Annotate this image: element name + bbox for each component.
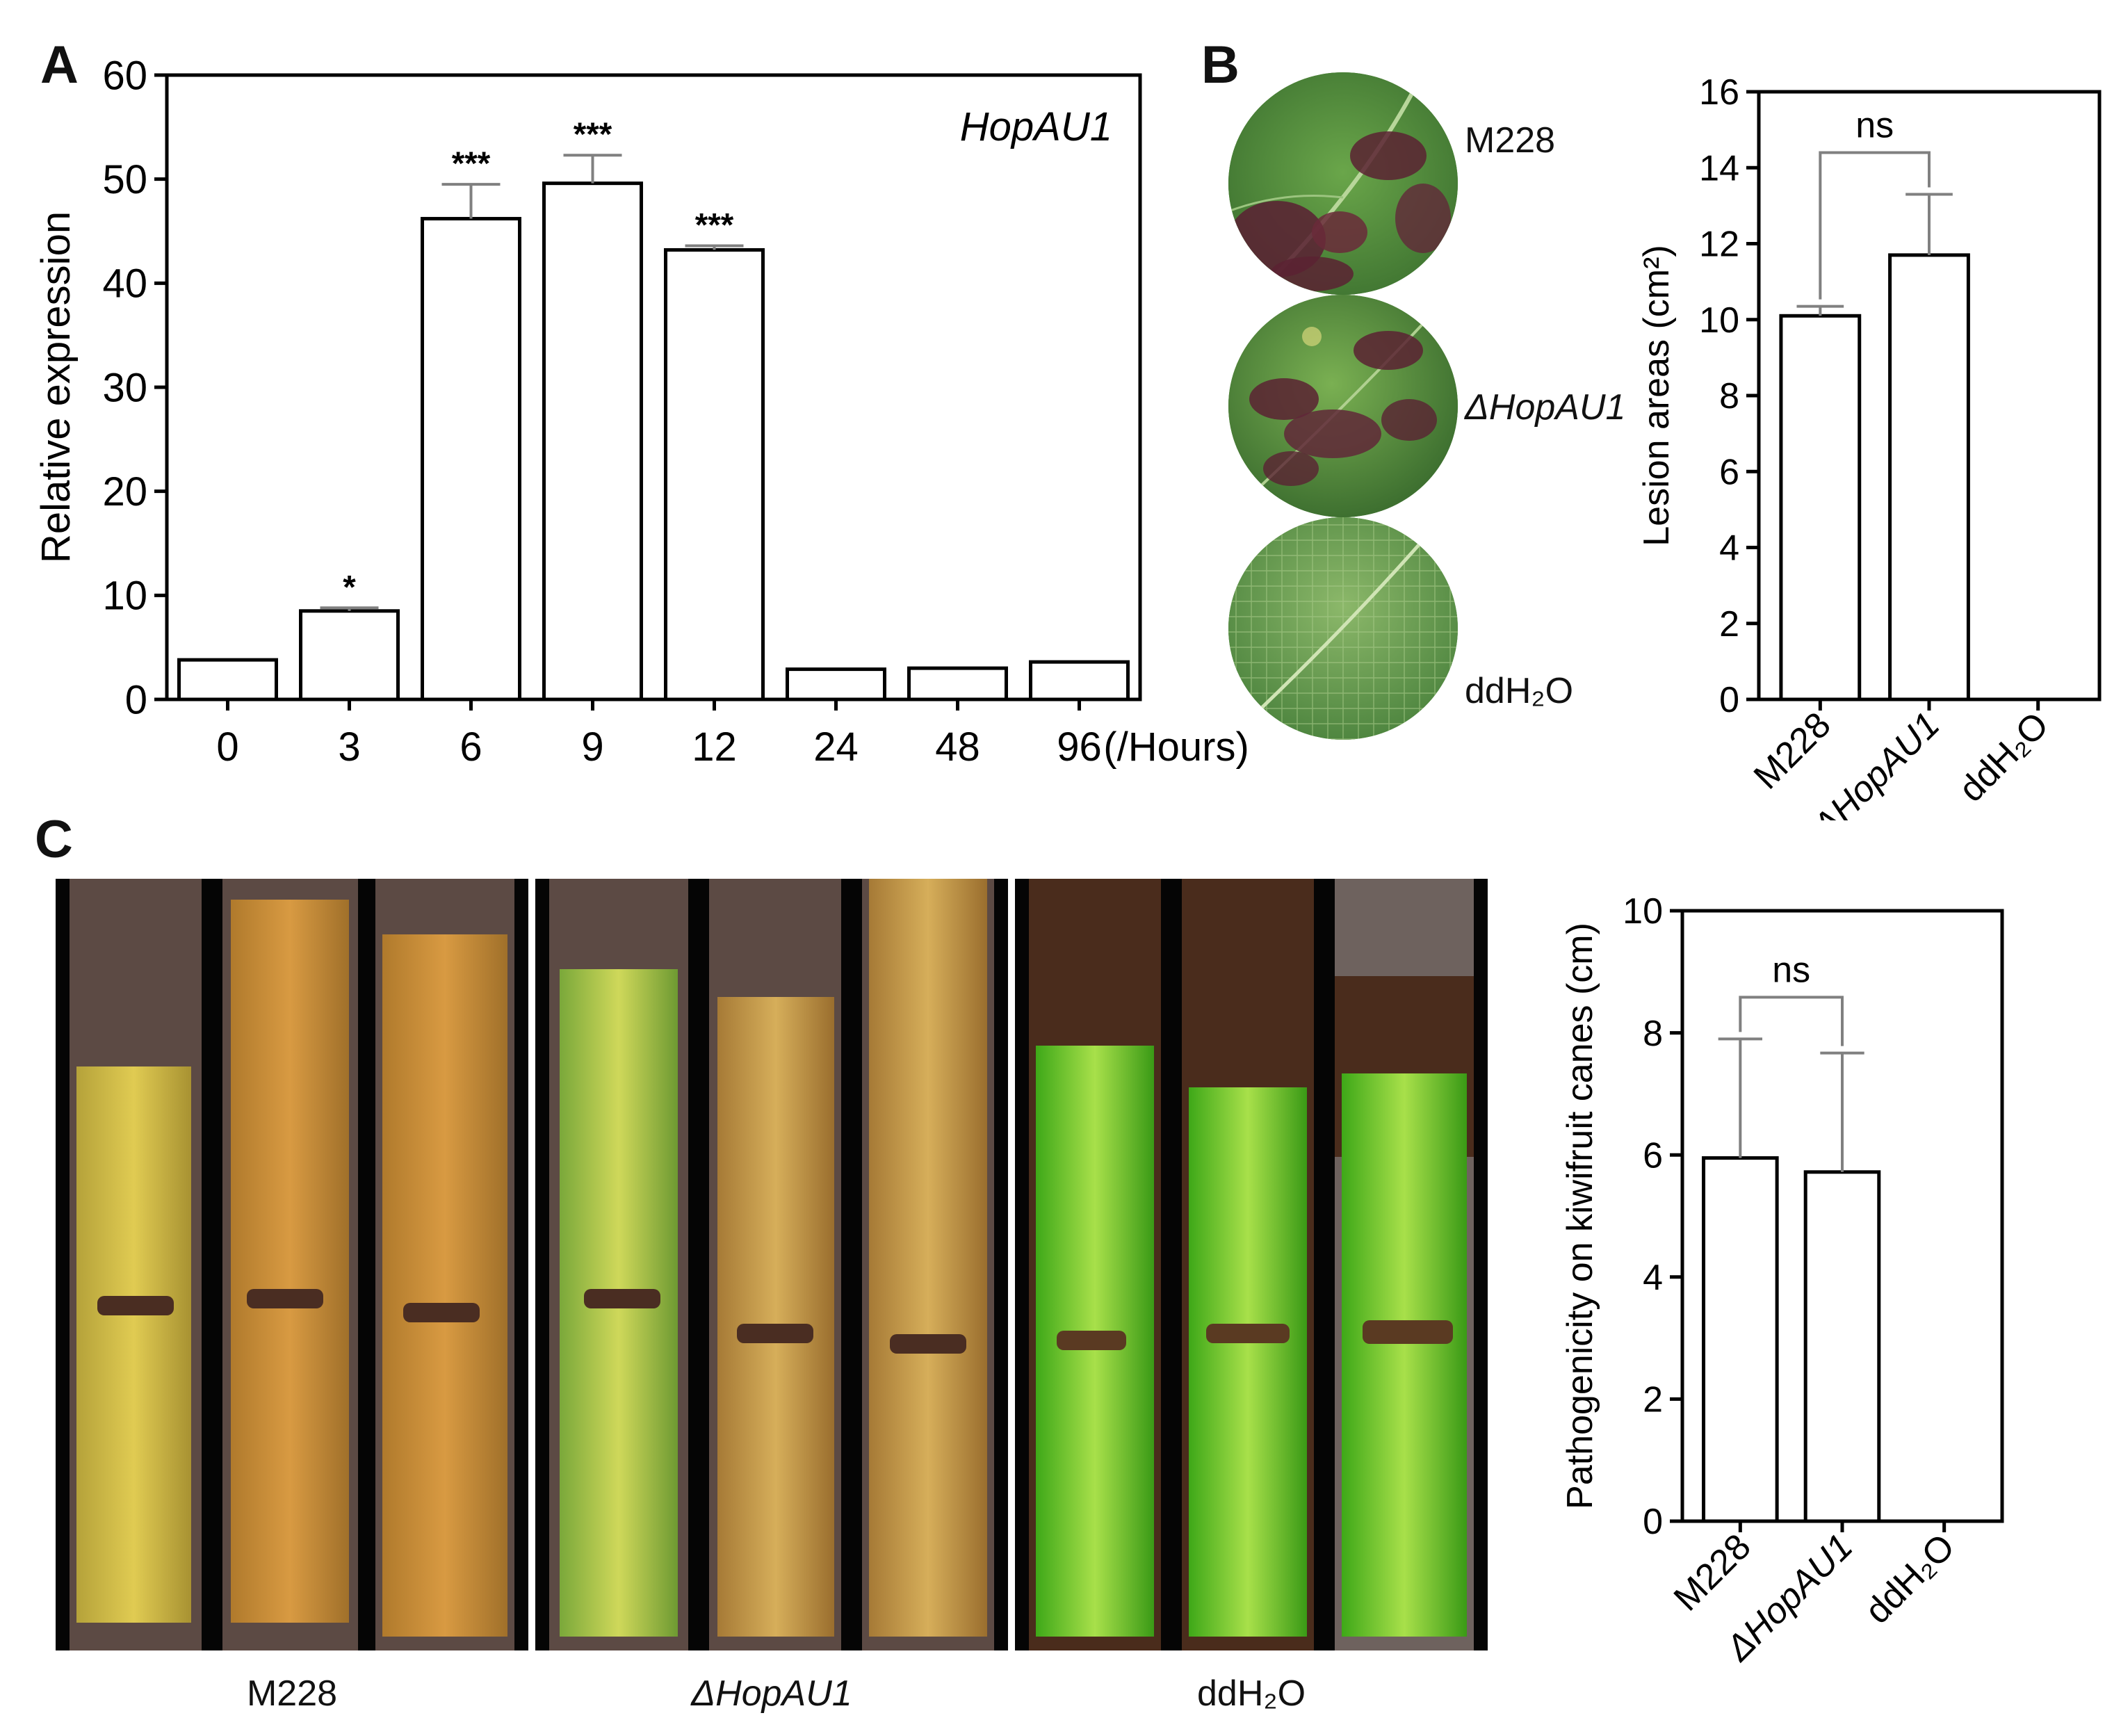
chart-B-comparison-label: ns [1855,105,1894,145]
leaf-disc-ddh2o [1228,517,1458,740]
cane-photo-hopau1 [535,879,1008,1650]
chart-C-ytick-label-5: 10 [1623,891,1663,932]
chart-C-bar-0 [1702,1156,1779,1523]
chart-A-bar-1 [299,609,400,701]
chart-A-bar-6 [907,666,1008,701]
chart-A-bar-2 [421,217,521,701]
chart-B-ylabel: Lesion areas (cm²) [1636,245,1677,546]
chart-A-xlabel-1: 3 [338,724,360,770]
chart-B-ytick-label-0: 0 [1719,680,1739,720]
chart-A-ytick-label-4: 40 [102,261,147,307]
cane-label-m228: M228 [246,1673,338,1714]
chart-A-bar-0 [177,658,278,701]
chart-A-bar-3 [542,181,643,701]
chart-B-bar-1 [1888,253,1970,701]
chart-C-ylabel: Pathogenicity on kiwifruit canes (cm) [1560,923,1600,1509]
chart-A-sig-4: *** [695,206,734,243]
chart-B-ytick-label-3: 6 [1719,452,1739,492]
cane-label-hopau1: ΔHopAU1 [691,1673,852,1714]
chart-C-xlabel-2: ddH₂O [1858,1526,1962,1631]
chart-B-ytick-label-4: 8 [1719,376,1739,416]
cane-photo-ddh2o [1015,879,1488,1650]
chart-A-bar-4 [664,248,765,701]
chart-B-comparison-bracket [1819,151,1931,300]
leaf-disc-hopau1-image [1228,295,1458,517]
chart-B-xlabel-0: M228 [1746,704,1839,797]
chart-A-xlabel-7: 96 [1057,724,1102,770]
chart-a-relative-expression: 0 10 20 30 40 50 60 Relative expression 0 * 3 *** 6 *… [33,53,1249,770]
cane-photo-ddh2o-image [1029,879,1474,1650]
leaf-disc-m228-image [1228,72,1458,295]
panel-letter-a: A [40,35,79,95]
chart-C-xlabel-0: M228 [1666,1526,1759,1619]
chart-B-ytick-label-2: 4 [1719,528,1739,569]
chart-B-ytick-label-7: 14 [1699,148,1739,188]
chart-A-xlabel-4: 12 [692,724,737,770]
chart-A-x-unit: (/Hours) [1103,724,1249,770]
leaf-disc-m228 [1228,72,1458,295]
chart-B-ytick-label-1: 2 [1719,604,1739,644]
chart-C-ytick-label-4: 8 [1643,1014,1663,1054]
chart-C-ytick-label-1: 2 [1643,1380,1663,1420]
chart-A-sig-3: *** [574,116,612,153]
leaf-label-m228: M228 [1465,120,1556,161]
chart-A-xlabel-2: 6 [460,724,482,770]
chart-C-ytick-label-3: 6 [1643,1135,1663,1176]
chart-B-bar-0 [1779,314,1862,701]
chart-A-bar-5 [786,667,886,701]
chart-C-ytick-label-0: 0 [1643,1502,1663,1542]
cane-photo-m228-image [70,879,514,1650]
chart-B-xlabel-2: ddH₂O [1951,704,2056,809]
chart-A-xlabel-5: 24 [813,724,859,770]
cane-photo-m228 [56,879,528,1650]
chart-A-ytick-label-2: 20 [102,469,147,514]
chart-B-ytick-label-6: 12 [1699,225,1739,265]
leaf-disc-hopau1 [1228,295,1458,517]
chart-A-bar-7 [1029,660,1130,701]
chart-A-sig-2: *** [452,145,491,182]
chart-c-cane-pathogenicity: 0 2 4 6 8 10 Pathogenicity on kiwifruit canes … [1560,891,2004,1670]
chart-A-xlabel-6: 48 [935,724,980,770]
chart-C-comparison-label: ns [1772,950,1810,990]
chart-C-comparison-bracket [1739,996,1844,1046]
chart-C-bar-1 [1803,1170,1881,1523]
chart-B-ytick-label-5: 10 [1699,300,1739,341]
chart-A-frame [165,73,1142,701]
chart-A-xlabel-3: 9 [581,724,603,770]
leaf-disc-ddh2o-image [1228,517,1458,740]
chart-A-xlabel-0: 0 [216,724,238,770]
cane-label-ddh2o: ddH₂O [1196,1673,1306,1714]
panel-letter-b: B [1201,35,1240,95]
chart-B-ytick-label-8: 16 [1699,72,1739,113]
cane-photo-hopau1-image [549,879,994,1650]
chart-A-ytick-label-6: 60 [102,53,147,98]
chart-A-ytick-label-1: 10 [102,574,147,619]
chart-C-ytick-label-2: 4 [1643,1258,1663,1298]
chart-A-ylabel: Relative expression [33,211,79,563]
leaf-label-hopau1: ΔHopAU1 [1465,387,1626,428]
chart-A-ytick-label-3: 30 [102,365,147,410]
chart-A-sig-1: * [343,569,356,606]
chart-A-title: HopAU1 [960,104,1112,149]
chart-A-ytick-label-5: 50 [102,157,147,202]
panel-letter-c: C [35,810,73,869]
chart-A-ytick-label-0: 0 [125,677,147,722]
leaf-label-ddh2o: ddH₂O [1465,671,1574,711]
